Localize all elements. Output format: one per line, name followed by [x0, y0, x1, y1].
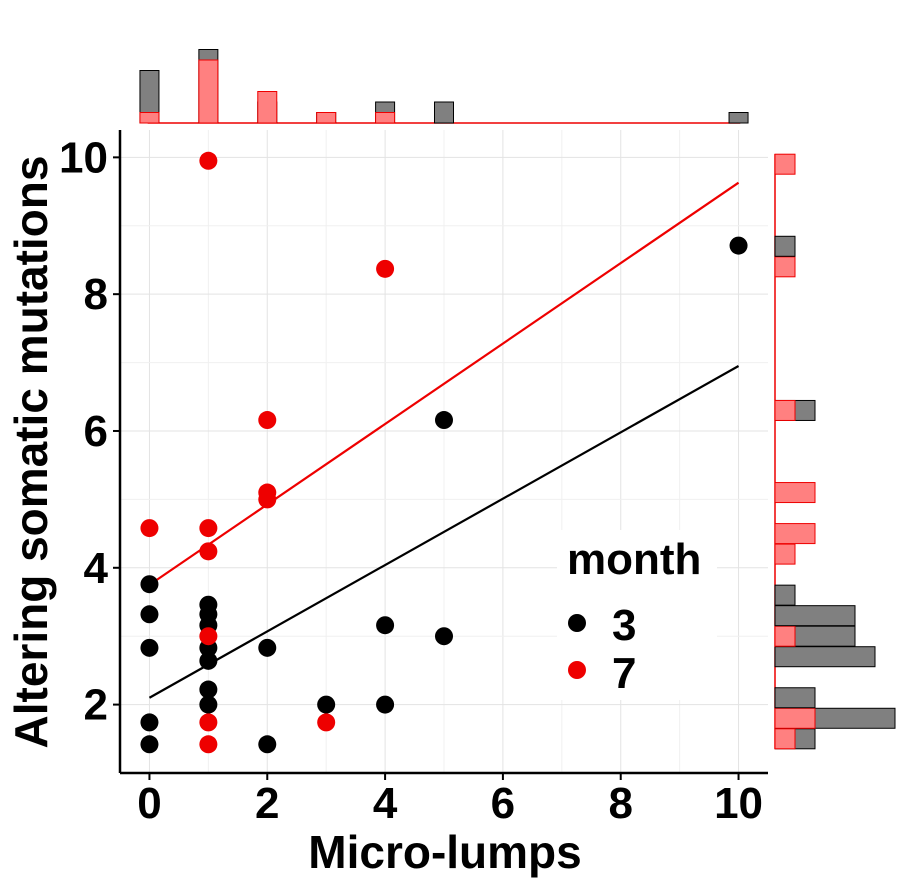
- trend-lines: [148, 181, 740, 699]
- data-point-month-3: [140, 638, 159, 657]
- x-axis-label: Micro-lumps: [308, 826, 581, 878]
- data-point-month-7: [199, 542, 218, 561]
- data-points: [140, 151, 748, 754]
- x-tick-labels: 0 2 4 6 8 10: [137, 779, 763, 828]
- top-hist-bar-month-7: [375, 112, 396, 124]
- data-point-month-3: [199, 651, 218, 670]
- data-point-month-3: [140, 713, 159, 732]
- right-hist-bar-month-7: [774, 523, 816, 545]
- right-hist-bar-month-7: [774, 153, 796, 175]
- axes: [113, 130, 768, 780]
- data-point-month-7: [199, 519, 218, 538]
- top-hist-bar-month-7: [198, 59, 219, 124]
- data-point-month-7: [199, 735, 218, 754]
- right-hist-bar-month-3: [774, 687, 816, 709]
- data-point-month-3: [317, 695, 336, 714]
- right-hist-bar-month-3: [774, 584, 796, 606]
- right-hist-bar-month-3: [774, 235, 796, 257]
- x-tick-label: 4: [373, 779, 398, 828]
- legend-label-3: 3: [612, 601, 636, 650]
- legend-key-7: [568, 661, 586, 679]
- data-point-month-7: [199, 151, 218, 170]
- x-tick-label: 10: [714, 779, 763, 828]
- data-point-month-7: [317, 713, 336, 732]
- right-hist-bar-month-3: [774, 646, 876, 668]
- right-hist-bar-month-7: [774, 482, 816, 504]
- data-point-month-7: [258, 411, 277, 430]
- right-marginal-histogram: [774, 153, 896, 750]
- top-marginal-histogram: [139, 49, 749, 124]
- data-point-month-7: [376, 259, 395, 278]
- right-hist-bar-month-7: [774, 728, 796, 750]
- top-hist-bar-month-7: [257, 91, 278, 124]
- right-hist-bar-month-7: [774, 256, 796, 278]
- y-tick-labels: 2 4 6 8 10: [59, 133, 108, 729]
- right-hist-bar-month-7: [774, 625, 796, 647]
- data-point-month-3: [199, 695, 218, 714]
- y-tick-label: 2: [84, 681, 108, 730]
- data-point-month-3: [140, 735, 159, 754]
- data-point-month-3: [435, 627, 453, 646]
- top-hist-bar-month-3: [434, 101, 454, 124]
- data-point-month-7: [199, 713, 218, 732]
- top-hist-bar-month-7: [139, 112, 160, 124]
- legend-label-7: 7: [612, 649, 636, 698]
- data-point-month-3: [729, 236, 748, 255]
- right-hist-bar-month-7: [774, 707, 816, 729]
- data-point-month-3: [435, 411, 453, 430]
- x-tick-label: 6: [491, 779, 515, 828]
- right-hist-bar-month-7: [774, 543, 796, 565]
- right-hist-bar-month-7: [774, 399, 796, 421]
- legend: month 3 7: [557, 530, 717, 700]
- legend-title: month: [567, 535, 701, 584]
- y-tick-label: 6: [84, 407, 108, 456]
- x-tick-label: 8: [608, 779, 632, 828]
- y-tick-label: 8: [84, 270, 108, 319]
- data-point-month-3: [258, 638, 277, 657]
- trend-line-month-7: [148, 181, 740, 586]
- data-point-month-3: [376, 616, 395, 635]
- data-point-month-3: [258, 735, 277, 754]
- data-point-month-7: [258, 483, 277, 502]
- top-hist-bar-month-3: [728, 112, 749, 124]
- trend-line-month-3: [148, 365, 740, 699]
- data-point-month-3: [376, 695, 395, 714]
- right-hist-bar-month-3: [774, 605, 856, 627]
- data-point-month-3: [140, 575, 159, 594]
- data-point-month-3: [199, 595, 218, 614]
- y-axis-label: Altering somatic mutations: [5, 156, 57, 749]
- y-tick-label: 4: [84, 544, 109, 593]
- data-point-month-7: [199, 627, 218, 646]
- data-point-month-3: [140, 605, 159, 624]
- y-tick-label: 10: [59, 133, 108, 182]
- x-tick-label: 0: [137, 779, 161, 828]
- data-point-month-3: [199, 680, 218, 699]
- x-tick-label: 2: [255, 779, 279, 828]
- data-point-month-7: [140, 519, 159, 538]
- legend-key-3: [568, 614, 586, 632]
- top-hist-bar-month-7: [316, 112, 337, 124]
